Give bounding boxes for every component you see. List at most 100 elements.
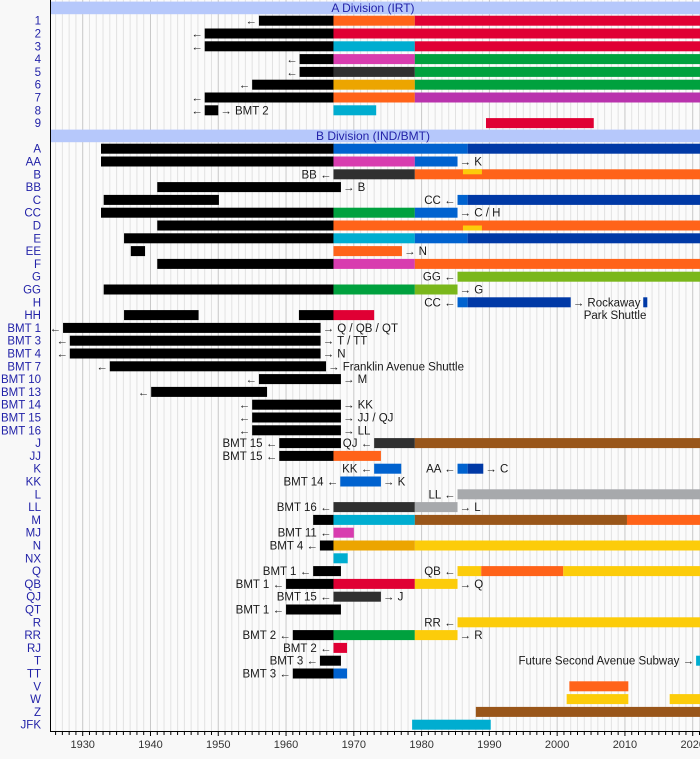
service-row: NX: [25, 553, 348, 565]
service-row: BMT 13 ←: [1, 386, 268, 399]
service-segment: [467, 233, 700, 244]
service-segment: [457, 297, 468, 308]
connection-label-before: ←: [239, 80, 251, 92]
service-marker: [462, 169, 482, 175]
row-label: BMT 3: [7, 336, 41, 348]
service-row: N BMT 4 ←: [33, 540, 700, 553]
service-segment: [467, 463, 484, 474]
service-segment: [414, 284, 458, 295]
service-row: 5 ←: [35, 66, 700, 79]
service-segment: [457, 194, 468, 205]
service-row: J BMT 15 ← QJ ←: [35, 438, 700, 450]
service-segment: [103, 194, 219, 205]
connection-label-before: ←: [245, 16, 257, 28]
row-label: QJ: [26, 592, 41, 604]
service-segment: [157, 258, 334, 269]
connection-label-before: BMT 15 ←: [223, 438, 278, 450]
service-row: JJ BMT 15 ←: [30, 450, 381, 463]
service-segment: [414, 630, 458, 641]
x-tick-label: 1940: [138, 739, 162, 751]
service-segment: [457, 463, 468, 474]
service-segment: [414, 514, 627, 525]
row-label: EE: [26, 246, 42, 258]
section-title: A Division (IRT): [331, 1, 414, 15]
service-segment: [626, 514, 700, 525]
row-label: NX: [25, 553, 41, 565]
row-label: RJ: [27, 643, 41, 655]
connection-label-after: → KK: [343, 400, 373, 412]
service-row: JFK: [21, 719, 491, 732]
service-segment: [669, 694, 700, 705]
row-label: 1: [35, 16, 41, 28]
x-tick-label: 1960: [274, 739, 298, 751]
connection-label-after: → C / H: [460, 208, 501, 220]
connection-label-before: ←: [239, 413, 251, 425]
connection-label-after: → T / TT: [323, 336, 368, 348]
service-segment: [157, 182, 341, 193]
service-segment: [333, 630, 415, 641]
connection-label-after: → B: [343, 182, 366, 194]
connection-label-after: → BMT 2: [220, 105, 268, 117]
row-label: BMT 13: [1, 387, 41, 399]
service-segment: [414, 79, 700, 90]
service-segment: [414, 233, 468, 244]
service-segment: [566, 694, 629, 705]
row-label: 2: [35, 29, 41, 41]
row-label: MJ: [26, 528, 41, 540]
row-label: L: [35, 489, 42, 501]
service-row: BMT 14 ← → KK: [1, 399, 373, 412]
connection-label-after: → K: [383, 477, 406, 489]
service-row: Z: [34, 706, 700, 719]
row-label: H: [33, 297, 41, 309]
connection-label-after: → N: [404, 246, 427, 258]
service-row: E: [33, 233, 700, 245]
row-label: RR: [24, 630, 41, 642]
section-header-band: [51, 129, 700, 143]
service-row: A: [33, 143, 700, 156]
connection-label-before: ←: [138, 387, 150, 399]
service-segment: [457, 271, 700, 282]
service-row: QT BMT 1 ←: [25, 604, 341, 617]
service-segment: [319, 655, 341, 666]
connection-label-after: → Q / QB / QT: [323, 323, 398, 335]
connection-label-before: BMT 1 ←: [236, 579, 284, 591]
connection-label-after: → K: [460, 157, 483, 169]
service-row: 6 ←: [35, 79, 700, 92]
connection-label-after-line2: Park Shuttle: [584, 310, 647, 322]
connection-label-before: BMT 16 ←: [277, 502, 332, 514]
service-row: W: [30, 694, 700, 706]
connection-label-after: → C: [485, 464, 508, 476]
connection-label-before: CC ←: [424, 297, 455, 309]
service-segment: [333, 258, 415, 269]
service-segment: [333, 66, 415, 77]
service-segment: [414, 169, 700, 180]
service-row: QJ BMT 15 ← → J: [26, 591, 403, 604]
service-segment: [414, 258, 700, 269]
service-segment: [292, 630, 334, 641]
connection-label-before: ←: [239, 425, 251, 437]
service-row: B BB ←: [33, 169, 700, 181]
x-tick-label: 2000: [545, 739, 569, 751]
connection-label-before: ←: [191, 105, 203, 117]
service-row: BMT 7 ← → Franklin Avenue Shuttle: [7, 361, 464, 373]
service-row: L LL ←: [35, 489, 700, 501]
service-row: 1 ←: [35, 15, 700, 28]
service-row: 9: [35, 118, 594, 130]
connection-label-after: → LL: [343, 425, 371, 437]
service-segment: [286, 604, 341, 615]
row-label: D: [33, 221, 41, 233]
section-header: B Division (IND/BMT): [51, 129, 700, 143]
row-label: 6: [35, 80, 41, 92]
connection-label-before: ←: [56, 336, 68, 348]
row-label: W: [30, 694, 41, 706]
service-segment: [414, 438, 700, 449]
row-label: CC: [24, 208, 41, 220]
row-label: F: [34, 259, 41, 271]
connection-label-after: → N: [323, 349, 346, 361]
connection-label-before: ←: [191, 41, 203, 53]
service-segment: [333, 54, 415, 65]
connection-label-before: Future Second Avenue Subway →: [518, 656, 694, 668]
service-row: BMT 3 ← → T / TT: [7, 335, 368, 348]
service-row: 3 ←: [35, 41, 700, 53]
service-segment: [414, 502, 458, 513]
